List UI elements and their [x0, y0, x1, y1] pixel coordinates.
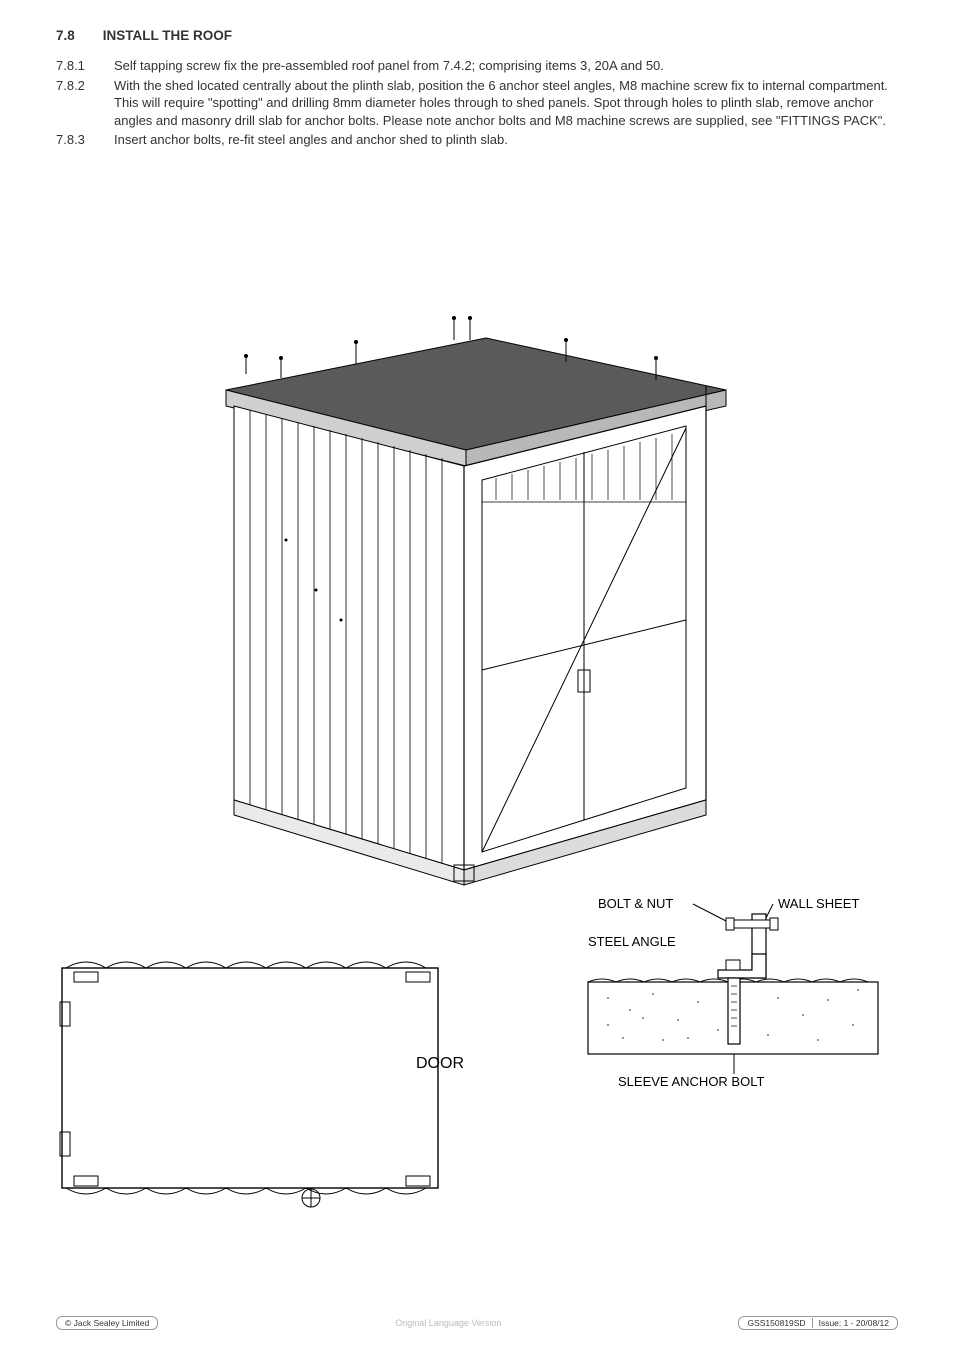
label-steel-angle: STEEL ANGLE [588, 934, 676, 949]
instruction-row: 7.8.3 Insert anchor bolts, re-fit steel … [56, 131, 898, 149]
section-number: 7.8 [56, 28, 75, 43]
instruction-row: 7.8.2 With the shed located centrally ab… [56, 77, 898, 130]
page-footer: © Jack Sealey Limited Original Language … [56, 1316, 898, 1330]
copyright: © Jack Sealey Limited [65, 1318, 149, 1328]
instruction-text: Insert anchor bolts, re-fit steel angles… [114, 131, 898, 149]
doc-issue: Issue: 1 - 20/08/12 [812, 1318, 889, 1328]
instruction-number: 7.8.1 [56, 57, 100, 75]
instruction-row: 7.8.1 Self tapping screw fix the pre-ass… [56, 57, 898, 75]
instruction-text: With the shed located centrally about th… [114, 77, 898, 130]
section-heading: 7.8 INSTALL THE ROOF [56, 28, 898, 43]
label-sleeve-anchor: SLEEVE ANCHOR BOLT [618, 1074, 764, 1089]
instruction-text: Self tapping screw fix the pre-assembled… [114, 57, 898, 75]
shed-diagram [186, 310, 746, 930]
doc-ref: GSS150819SD [747, 1318, 805, 1328]
instruction-number: 7.8.2 [56, 77, 100, 130]
instruction-list: 7.8.1 Self tapping screw fix the pre-ass… [56, 57, 898, 149]
label-bolt-nut: BOLT & NUT [598, 896, 673, 911]
diagram-area: DOOR BOLT & NUT WALL SHEET STEEL ANGLE S… [56, 310, 898, 1230]
footer-right: GSS150819SD Issue: 1 - 20/08/12 [738, 1316, 898, 1330]
section-title: INSTALL THE ROOF [103, 28, 232, 43]
base-outline-diagram [56, 950, 476, 1210]
label-wall-sheet: WALL SHEET [778, 896, 859, 911]
instruction-number: 7.8.3 [56, 131, 100, 149]
footer-center: Original Language Version [395, 1318, 501, 1328]
anchor-detail-diagram: BOLT & NUT WALL SHEET STEEL ANGLE SLAB S… [568, 890, 898, 1100]
door-label: DOOR [416, 1055, 464, 1073]
footer-left: © Jack Sealey Limited [56, 1316, 158, 1330]
